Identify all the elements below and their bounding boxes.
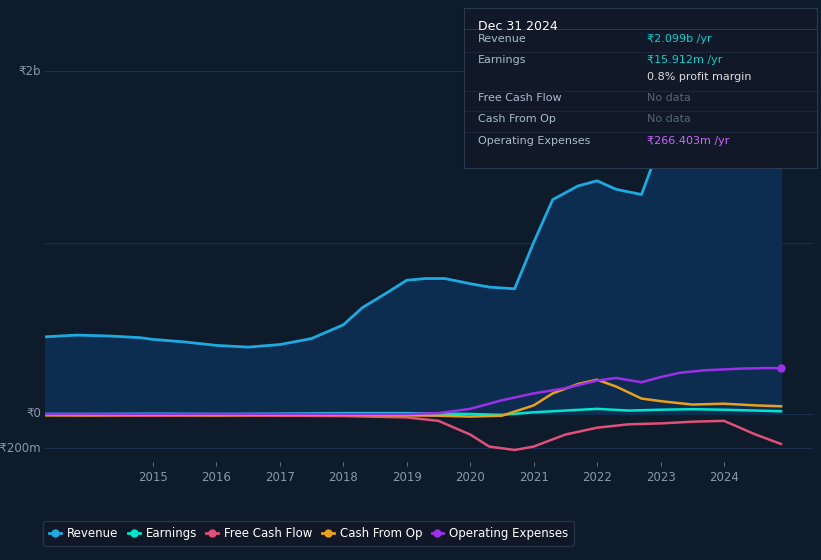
Text: ₹0: ₹0 (26, 408, 41, 421)
Text: Revenue: Revenue (478, 34, 527, 44)
Text: ₹2b: ₹2b (19, 64, 41, 77)
Text: Cash From Op: Cash From Op (478, 114, 556, 124)
Legend: Revenue, Earnings, Free Cash Flow, Cash From Op, Operating Expenses: Revenue, Earnings, Free Cash Flow, Cash … (44, 521, 575, 546)
Text: Earnings: Earnings (478, 55, 526, 65)
Text: No data: No data (648, 93, 691, 103)
Text: ₹15.912m /yr: ₹15.912m /yr (648, 55, 722, 65)
Text: ₹2.099b /yr: ₹2.099b /yr (648, 34, 712, 44)
Text: No data: No data (648, 114, 691, 124)
Text: 0.8% profit margin: 0.8% profit margin (648, 72, 752, 82)
Text: Dec 31 2024: Dec 31 2024 (478, 20, 557, 32)
Text: ₹266.403m /yr: ₹266.403m /yr (648, 136, 730, 146)
Text: -₹200m: -₹200m (0, 442, 41, 455)
Text: Operating Expenses: Operating Expenses (478, 136, 590, 146)
Text: Free Cash Flow: Free Cash Flow (478, 93, 562, 103)
